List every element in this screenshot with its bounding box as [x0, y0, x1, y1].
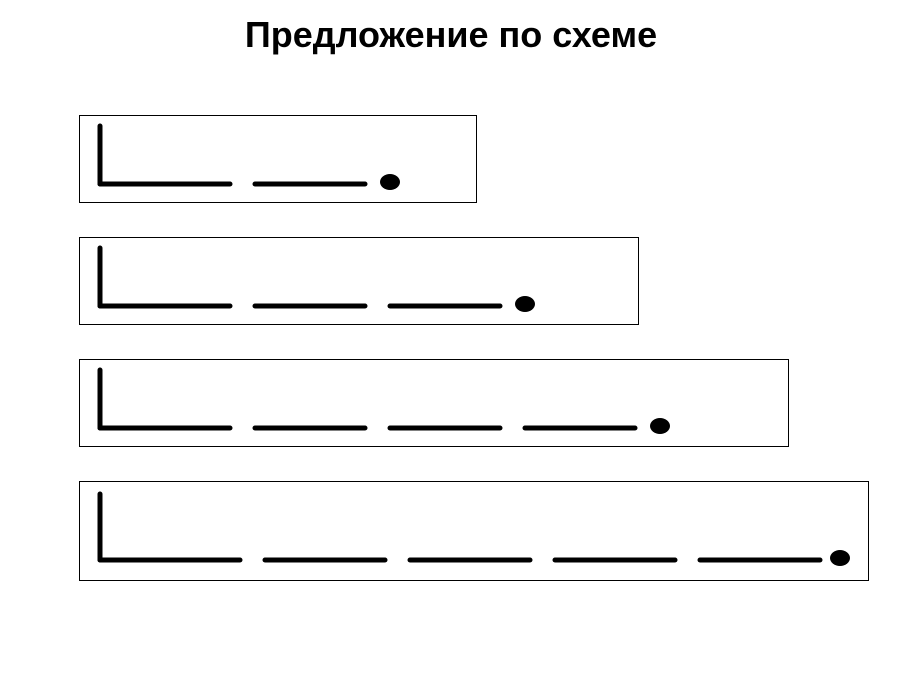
- scheme-row-1: [79, 115, 477, 203]
- scheme-svg-4: [80, 482, 870, 582]
- page-title: Предложение по схеме: [0, 0, 902, 66]
- scheme-row-2: [79, 237, 639, 325]
- period-dot: [830, 550, 850, 566]
- scheme-row-4: [79, 481, 869, 581]
- scheme-row-3: [79, 359, 789, 447]
- period-dot: [515, 296, 535, 312]
- scheme-svg-3: [80, 360, 790, 448]
- period-dot: [650, 418, 670, 434]
- scheme-svg-1: [80, 116, 478, 204]
- period-dot: [380, 174, 400, 190]
- scheme-svg-2: [80, 238, 640, 326]
